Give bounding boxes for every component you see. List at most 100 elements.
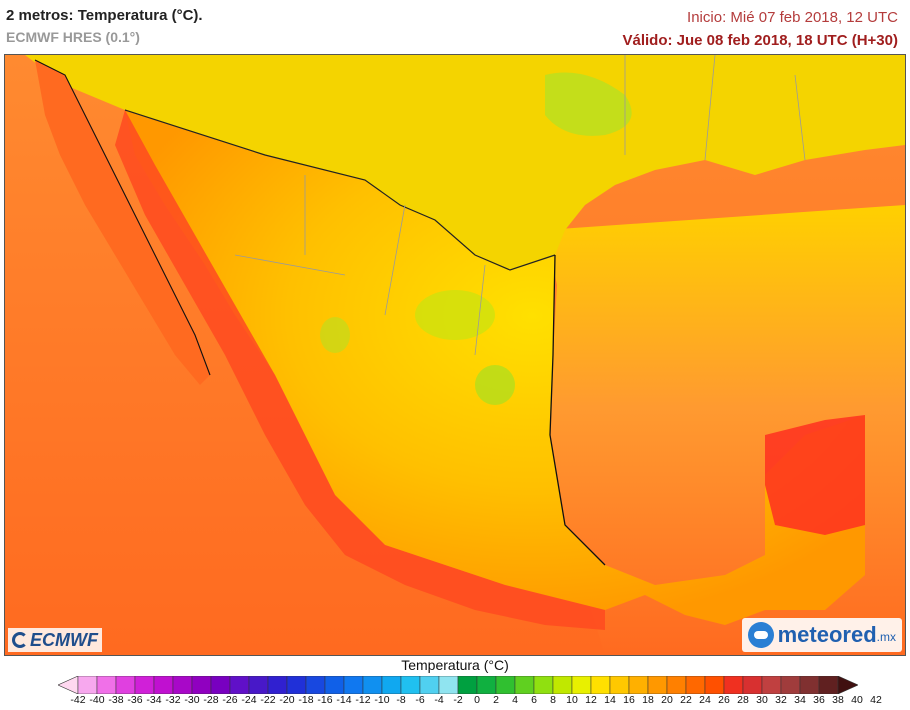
scale-swatch (609, 676, 630, 694)
scale-swatch (362, 676, 383, 694)
scale-tick-label: -22 (260, 694, 276, 706)
scale-swatch (210, 676, 231, 694)
cool-area-north (545, 72, 632, 136)
scale-swatch (685, 676, 706, 694)
scale-tick-label: -4 (434, 694, 444, 706)
usa-mexico-border (124, 109, 556, 271)
scale-tick-label: 6 (531, 694, 537, 706)
scale-tick-label: 22 (680, 694, 692, 706)
scale-swatch (799, 676, 820, 694)
yucatan-warm-area (765, 415, 865, 535)
scale-swatch (343, 676, 364, 694)
color-scale-bar (58, 676, 858, 694)
scale-swatch (818, 676, 839, 694)
scale-tick-label: 28 (737, 694, 749, 706)
scale-swatch (305, 676, 326, 694)
scale-swatch (590, 676, 611, 694)
scale-swatch (761, 676, 782, 694)
scale-tick-label: -14 (336, 694, 352, 706)
scale-tick-label: -34 (146, 694, 162, 706)
scale-tick-label: 24 (699, 694, 711, 706)
baja-coastline (34, 59, 211, 376)
temperature-map[interactable]: ECMWF meteored .mx (4, 54, 906, 656)
scale-swatch (514, 676, 535, 694)
scale-swatch (286, 676, 307, 694)
scale-tick-label: 14 (604, 694, 616, 706)
map-title: 2 metros: Temperatura (°C). (6, 7, 203, 24)
scale-tick-label: -6 (415, 694, 425, 706)
scale-swatch (381, 676, 402, 694)
scale-tick-label: 32 (775, 694, 787, 706)
scale-tick-label: -24 (241, 694, 257, 706)
warm-pacific-slope (115, 110, 605, 630)
map-canvas (5, 55, 905, 655)
sierra-cool-spot (320, 317, 350, 353)
scale-tick-label: 18 (642, 694, 654, 706)
scale-tick-label: -10 (374, 694, 390, 706)
scale-tick-label: 30 (756, 694, 768, 706)
scale-swatch (191, 676, 212, 694)
scale-tick-label: -8 (396, 694, 406, 706)
scale-tick-label: -12 (355, 694, 371, 706)
scale-swatch (647, 676, 668, 694)
central-plateau-cool (415, 290, 495, 340)
scale-swatch (438, 676, 459, 694)
scale-swatch (628, 676, 649, 694)
scale-swatch (457, 676, 478, 694)
scale-swatch (533, 676, 554, 694)
scale-swatch (552, 676, 573, 694)
scale-tick-label: -2 (453, 694, 463, 706)
scale-tick-label: 0 (474, 694, 480, 706)
ecmwf-logo-icon (12, 632, 28, 648)
scale-tick-label: -20 (279, 694, 295, 706)
scale-tick-label: 4 (512, 694, 518, 706)
meteored-globe-icon (747, 622, 774, 648)
scale-tick-label: -30 (184, 694, 200, 706)
scale-swatch (248, 676, 269, 694)
scale-swatch (229, 676, 250, 694)
model-name: ECMWF HRES (0.1°) (6, 29, 140, 45)
usa-land (25, 55, 905, 270)
scale-tick-label: 34 (794, 694, 806, 706)
legend-title: Temperatura (°C) (401, 657, 509, 673)
scale-min-arrow (58, 676, 79, 694)
scale-tick-label: -36 (127, 694, 143, 706)
scale-swatch (704, 676, 725, 694)
scale-tick-label: 40 (851, 694, 863, 706)
scale-tick-label: -28 (203, 694, 219, 706)
scale-swatch (267, 676, 288, 694)
run-time: Inicio: Mié 07 feb 2018, 12 UTC (687, 9, 898, 26)
scale-swatch (77, 676, 98, 694)
header-right: Inicio: Mié 07 feb 2018, 12 UTC Válido: … (622, 9, 898, 49)
scale-tick-label: -42 (70, 694, 86, 706)
scale-swatch (476, 676, 497, 694)
scale-tick-label: 38 (832, 694, 844, 706)
scale-tick-label: 26 (718, 694, 730, 706)
scale-swatch (666, 676, 687, 694)
scale-tick-label: 8 (550, 694, 556, 706)
state-borders (234, 55, 806, 356)
meteored-logo[interactable]: meteored .mx (741, 618, 902, 652)
scale-tick-label: -38 (108, 694, 124, 706)
scale-swatch (400, 676, 421, 694)
scale-tick-label: -18 (298, 694, 314, 706)
scale-swatch (495, 676, 516, 694)
scale-swatch (172, 676, 193, 694)
scale-swatch (134, 676, 155, 694)
color-scale-ticks: -42 -40 -38 -36 -34 -32 -30 -28 -26 -24 -22 -20 -18-… (0, 694, 910, 708)
baja-california (35, 60, 210, 385)
ecmwf-logo: ECMWF (8, 628, 102, 652)
scale-swatch (571, 676, 592, 694)
scale-tick-label: 2 (493, 694, 499, 706)
scale-swatch (324, 676, 345, 694)
scale-tick-label: 20 (661, 694, 673, 706)
scale-tick-label: 36 (813, 694, 825, 706)
scale-swatch (742, 676, 763, 694)
scale-tick-label: 42 (870, 694, 882, 706)
scale-tick-label: -40 (89, 694, 105, 706)
scale-tick-label: 10 (566, 694, 578, 706)
scale-tick-label: -26 (222, 694, 238, 706)
scale-swatch (153, 676, 174, 694)
scale-tick-label: -16 (317, 694, 333, 706)
scale-swatch (419, 676, 440, 694)
